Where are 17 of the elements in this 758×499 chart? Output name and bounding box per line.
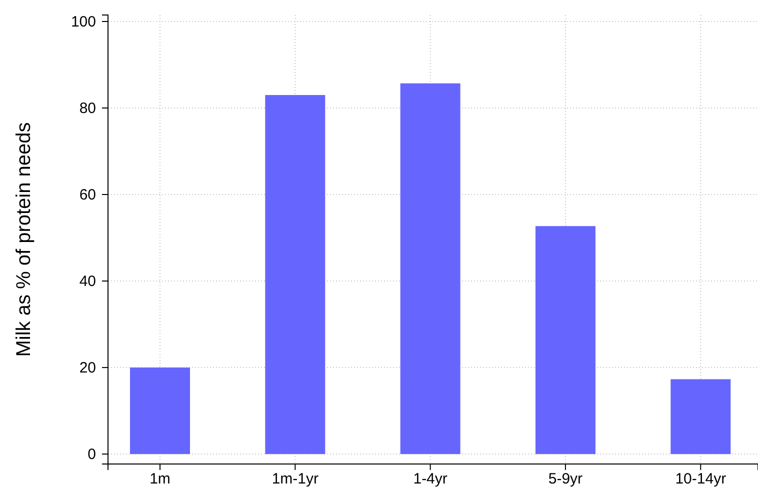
y-tick-label: 100 bbox=[70, 13, 96, 30]
x-tick-label: 1-4yr bbox=[413, 470, 448, 488]
y-tick-label: 40 bbox=[79, 272, 96, 290]
x-tick-label: 10-14yr bbox=[675, 470, 726, 488]
bar bbox=[670, 379, 731, 454]
bar bbox=[535, 226, 596, 454]
x-tick-label: 5-9yr bbox=[548, 470, 583, 488]
x-tick-label: 1m bbox=[150, 470, 170, 488]
bar bbox=[130, 368, 190, 454]
y-tick-label: 0 bbox=[88, 446, 96, 463]
y-tick-label: 60 bbox=[79, 186, 96, 204]
x-tick-label: 1m-1yr bbox=[272, 470, 318, 488]
y-axis-title: Milk as % of protein needs bbox=[13, 122, 35, 357]
y-tick-label: 20 bbox=[79, 359, 96, 376]
bar bbox=[400, 83, 460, 454]
y-tick-label: 80 bbox=[79, 100, 96, 117]
bar bbox=[265, 95, 326, 454]
